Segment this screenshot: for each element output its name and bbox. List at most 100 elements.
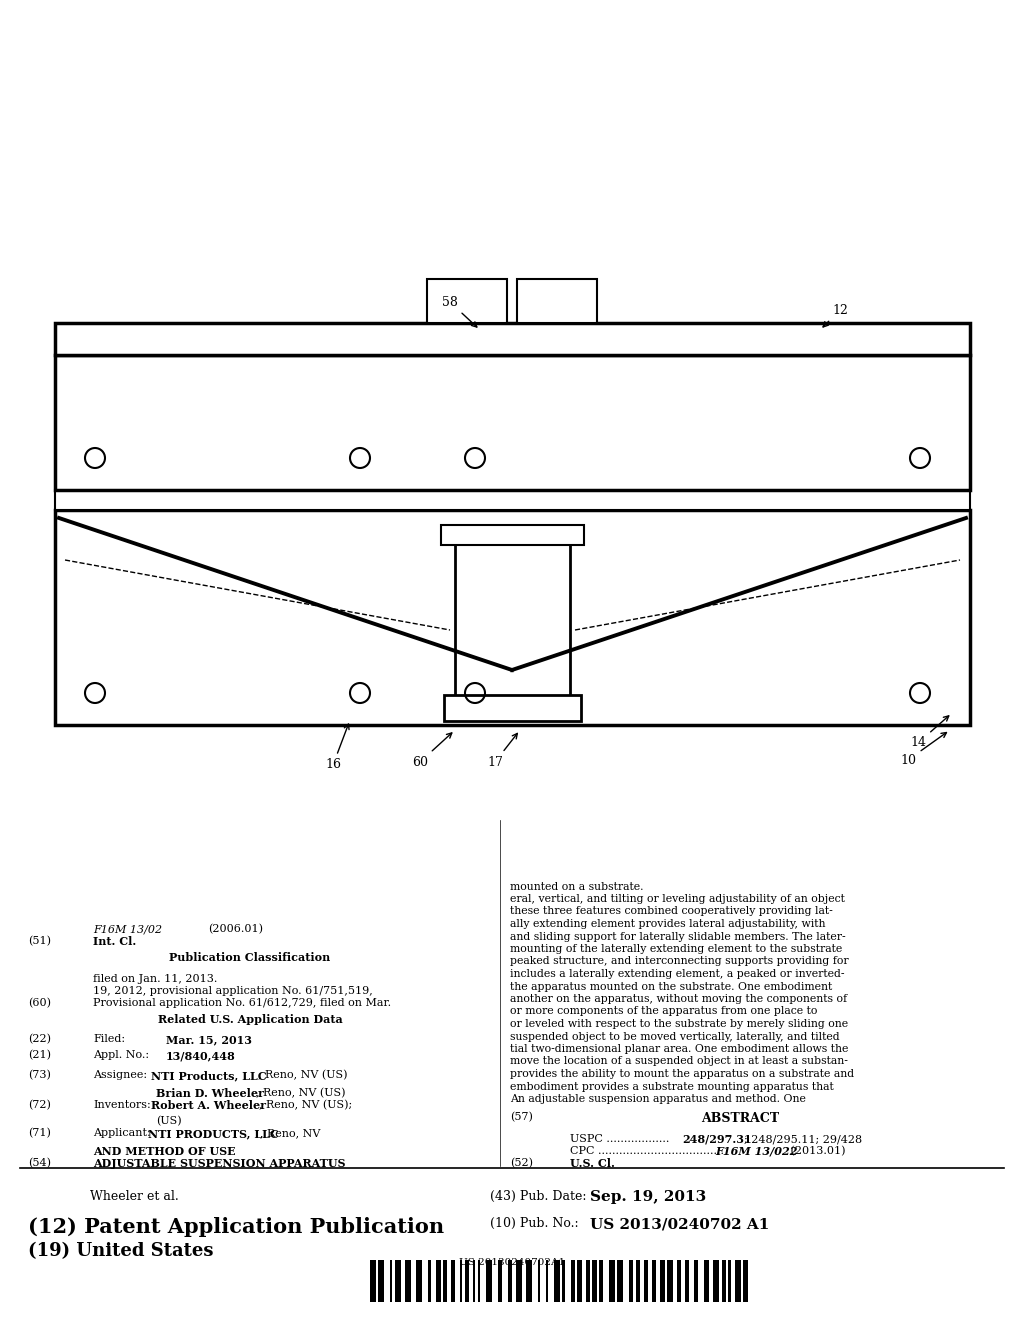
- Text: (21): (21): [28, 1049, 51, 1060]
- Bar: [473, 1261, 475, 1302]
- Text: ABSTRACT: ABSTRACT: [701, 1111, 779, 1125]
- Text: (71): (71): [28, 1129, 51, 1138]
- Bar: [743, 1261, 748, 1302]
- Text: peaked structure, and interconnecting supports providing for: peaked structure, and interconnecting su…: [510, 957, 849, 966]
- Bar: [599, 1261, 603, 1302]
- Text: US 20130240702A1: US 20130240702A1: [459, 1258, 565, 1267]
- Bar: [55, 355, 970, 490]
- Bar: [460, 1261, 462, 1302]
- Text: 19, 2012, provisional application No. 61/751,519,: 19, 2012, provisional application No. 61…: [93, 986, 373, 997]
- Text: ; 248/295.11; 29/428: ; 248/295.11; 29/428: [744, 1134, 862, 1144]
- Text: 10: 10: [900, 733, 946, 767]
- Bar: [417, 1261, 422, 1302]
- Bar: [660, 1261, 665, 1302]
- Bar: [478, 1261, 480, 1302]
- Text: , Reno, NV (US): , Reno, NV (US): [258, 1071, 347, 1080]
- Text: NTI Products, LLC: NTI Products, LLC: [151, 1071, 266, 1081]
- Text: USPC ..................: USPC ..................: [570, 1134, 670, 1144]
- Text: Wheeler et al.: Wheeler et al.: [90, 1191, 179, 1203]
- Bar: [465, 1261, 469, 1302]
- Text: Sep. 19, 2013: Sep. 19, 2013: [590, 1191, 707, 1204]
- Text: An adjustable suspension apparatus and method. One: An adjustable suspension apparatus and m…: [510, 1094, 806, 1104]
- Text: Int. Cl.: Int. Cl.: [93, 936, 136, 946]
- Text: Applicant:: Applicant:: [93, 1129, 151, 1138]
- Text: another on the apparatus, without moving the components of: another on the apparatus, without moving…: [510, 994, 847, 1005]
- Bar: [378, 1261, 384, 1302]
- Bar: [728, 1261, 731, 1302]
- Bar: [685, 1261, 689, 1302]
- Text: (43) Pub. Date:: (43) Pub. Date:: [490, 1191, 587, 1203]
- Text: F16M 13/02: F16M 13/02: [93, 924, 162, 935]
- Text: 14: 14: [910, 715, 949, 750]
- Text: eral, vertical, and tilting or leveling adjustability of an object: eral, vertical, and tilting or leveling …: [510, 894, 845, 904]
- Text: , Reno, NV (US): , Reno, NV (US): [256, 1088, 345, 1098]
- Bar: [486, 1261, 492, 1302]
- Text: Assignee:: Assignee:: [93, 1071, 147, 1080]
- Bar: [443, 1261, 447, 1302]
- Text: (19) United States: (19) United States: [28, 1242, 213, 1261]
- Bar: [617, 1261, 623, 1302]
- Text: (73): (73): [28, 1071, 51, 1080]
- Bar: [427, 279, 507, 323]
- Text: or more components of the apparatus from one place to: or more components of the apparatus from…: [510, 1006, 817, 1016]
- Text: ally extending element provides lateral adjustability, with: ally extending element provides lateral …: [510, 919, 825, 929]
- Text: tial two-dimensional planar area. One embodiment allows the: tial two-dimensional planar area. One em…: [510, 1044, 848, 1053]
- Bar: [652, 1261, 656, 1302]
- Text: Related U.S. Application Data: Related U.S. Application Data: [158, 1014, 342, 1026]
- Text: mounting of the laterally extending element to the substrate: mounting of the laterally extending elem…: [510, 944, 843, 954]
- Text: Filed:: Filed:: [93, 1034, 125, 1044]
- Text: 12: 12: [823, 304, 848, 327]
- Bar: [693, 1261, 697, 1302]
- Bar: [370, 1261, 376, 1302]
- Bar: [526, 1261, 531, 1302]
- Bar: [538, 1261, 540, 1302]
- Bar: [636, 1261, 640, 1302]
- Text: Publication Classification: Publication Classification: [169, 952, 331, 964]
- Bar: [554, 1261, 560, 1302]
- Bar: [735, 1261, 741, 1302]
- Bar: [722, 1261, 726, 1302]
- Text: Inventors:: Inventors:: [93, 1100, 151, 1110]
- Bar: [441, 525, 584, 545]
- Text: these three features combined cooperatively providing lat-: these three features combined cooperativ…: [510, 907, 833, 916]
- Text: (60): (60): [28, 998, 51, 1008]
- Text: (57): (57): [510, 1111, 532, 1122]
- Bar: [592, 1261, 597, 1302]
- Text: Provisional application No. 61/612,729, filed on Mar.: Provisional application No. 61/612,729, …: [93, 998, 391, 1008]
- Text: CPC ....................................: CPC ....................................: [570, 1146, 724, 1156]
- Text: suspended object to be moved vertically, laterally, and tilted: suspended object to be moved vertically,…: [510, 1031, 840, 1041]
- Text: 16: 16: [325, 725, 349, 771]
- Text: (72): (72): [28, 1100, 51, 1110]
- Bar: [667, 1261, 673, 1302]
- Bar: [444, 696, 581, 721]
- Text: US 2013/0240702 A1: US 2013/0240702 A1: [590, 1217, 769, 1232]
- Bar: [436, 1261, 440, 1302]
- Text: Robert A. Wheeler: Robert A. Wheeler: [151, 1100, 266, 1111]
- Bar: [452, 1261, 456, 1302]
- Bar: [644, 1261, 648, 1302]
- Text: 17: 17: [487, 734, 517, 768]
- Text: (22): (22): [28, 1034, 51, 1044]
- Text: 13/840,448: 13/840,448: [166, 1049, 236, 1061]
- Bar: [517, 279, 597, 323]
- Text: mounted on a substrate.: mounted on a substrate.: [510, 882, 643, 891]
- Text: embodiment provides a substrate mounting apparatus that: embodiment provides a substrate mounting…: [510, 1081, 834, 1092]
- Bar: [703, 1261, 710, 1302]
- Bar: [428, 1261, 430, 1302]
- Text: (52): (52): [510, 1158, 534, 1168]
- Text: (10) Pub. No.:: (10) Pub. No.:: [490, 1217, 579, 1230]
- Bar: [498, 1261, 502, 1302]
- Text: 58: 58: [442, 296, 477, 327]
- Bar: [570, 1261, 574, 1302]
- Text: move the location of a suspended object in at least a substan-: move the location of a suspended object …: [510, 1056, 848, 1067]
- Text: (2013.01): (2013.01): [787, 1146, 846, 1156]
- Text: Appl. No.:: Appl. No.:: [93, 1049, 150, 1060]
- Text: NTI PRODUCTS, LLC: NTI PRODUCTS, LLC: [148, 1129, 279, 1139]
- Bar: [586, 1261, 590, 1302]
- Bar: [404, 1261, 411, 1302]
- Bar: [395, 1261, 400, 1302]
- Text: Mar. 15, 2013: Mar. 15, 2013: [166, 1034, 252, 1045]
- Text: provides the ability to mount the apparatus on a substrate and: provides the ability to mount the appara…: [510, 1069, 854, 1078]
- Text: 60: 60: [412, 733, 452, 768]
- Text: includes a laterally extending element, a peaked or inverted-: includes a laterally extending element, …: [510, 969, 845, 979]
